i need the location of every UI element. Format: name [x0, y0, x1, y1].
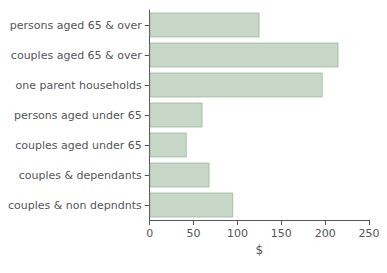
svg-text:couples & non depndnts: couples & non depndnts [8, 199, 142, 212]
svg-text:200: 200 [315, 227, 336, 240]
svg-text:couples aged under 65: couples aged under 65 [15, 139, 141, 152]
svg-text:150: 150 [271, 227, 292, 240]
svg-text:one parent households: one parent households [16, 79, 142, 92]
svg-text:couples & dependants: couples & dependants [19, 169, 142, 182]
svg-text:250: 250 [359, 227, 380, 240]
svg-text:persons aged under 65: persons aged under 65 [14, 109, 142, 122]
svg-text:100: 100 [227, 227, 248, 240]
svg-text:50: 50 [187, 227, 201, 240]
svg-text:persons aged 65 & over: persons aged 65 & over [10, 19, 142, 32]
svg-text:couples aged 65 & over: couples aged 65 & over [11, 49, 142, 62]
svg-text:$: $ [256, 243, 264, 257]
svg-text:0: 0 [146, 227, 153, 240]
